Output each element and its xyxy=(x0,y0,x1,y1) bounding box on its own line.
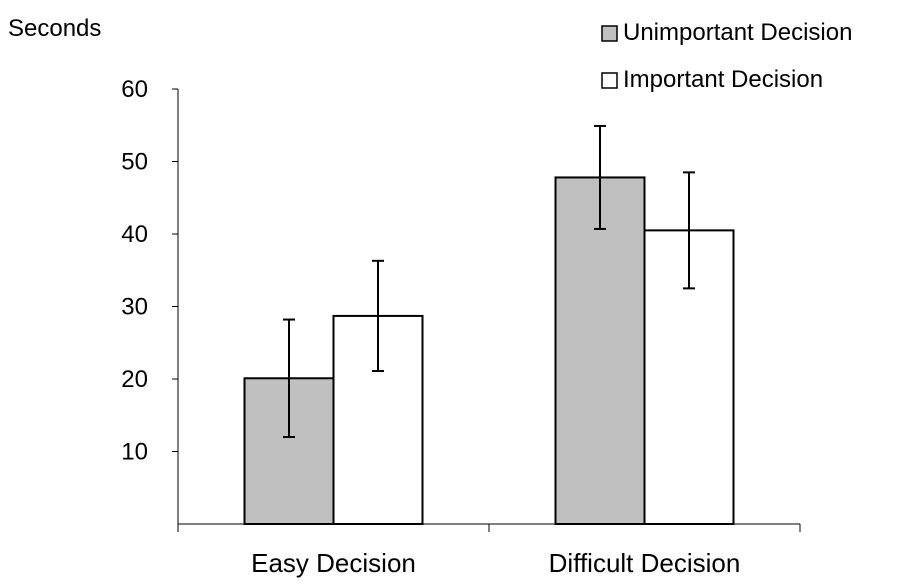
y-tick-label-30: 30 xyxy=(121,294,148,321)
legend-label-1: Important Decision xyxy=(623,66,823,93)
y-tick-label-40: 40 xyxy=(121,221,148,248)
y-tick-label-60: 60 xyxy=(121,76,148,103)
y-tick-label-20: 20 xyxy=(121,366,148,393)
y-axis-label: Seconds xyxy=(8,15,101,42)
y-tick-label-50: 50 xyxy=(121,149,148,176)
bars xyxy=(243,176,735,525)
y-ticks: 10 20 30 40 50 60 xyxy=(121,76,178,466)
x-tick-label-1: Difficult Decision xyxy=(549,548,741,578)
y-tick-label-10: 10 xyxy=(121,439,148,466)
legend-label-0: Unimportant Decision xyxy=(623,19,852,46)
legend-swatch-1 xyxy=(601,72,618,89)
x-tick-labels: Easy Decision Difficult Decision xyxy=(251,548,740,578)
legend: Unimportant Decision Important Decision xyxy=(601,19,852,93)
legend-swatch-0 xyxy=(601,25,618,42)
x-tick-label-0: Easy Decision xyxy=(251,548,416,578)
error-bars xyxy=(283,124,695,438)
